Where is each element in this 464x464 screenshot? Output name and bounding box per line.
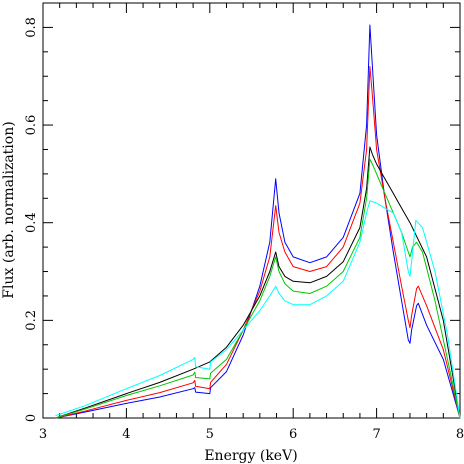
plot-frame [42, 2, 461, 419]
series-line-3 [55, 146, 461, 419]
y-tick-label: 0.2 [24, 310, 39, 331]
x-tick-label: 4 [122, 427, 130, 442]
x-tick-label: 8 [456, 427, 464, 442]
y-tick-label: 0 [24, 414, 39, 422]
series-line-4 [55, 158, 461, 419]
series-group [55, 24, 461, 419]
y-axis-label: Flux (arb. normalization) [1, 121, 17, 298]
series-line-5 [55, 200, 461, 419]
y-tick-label: 0.4 [24, 212, 39, 233]
x-tick-label: 7 [372, 427, 380, 442]
series-line-2 [55, 66, 461, 419]
x-tick-label: 3 [39, 427, 47, 442]
y-tick-label: 0.8 [24, 17, 39, 38]
x-axis-label: Energy (keV) [204, 448, 297, 464]
y-tick-label: 0.6 [24, 115, 39, 136]
series-line-1 [55, 24, 461, 419]
tick-labels: 3 4 5 6 7 8 0 0.2 0.4 0.6 0.8 [24, 17, 464, 442]
x-tick-label: 5 [206, 427, 214, 442]
x-tick-label: 6 [289, 427, 297, 442]
axis-ticks [42, 3, 461, 419]
